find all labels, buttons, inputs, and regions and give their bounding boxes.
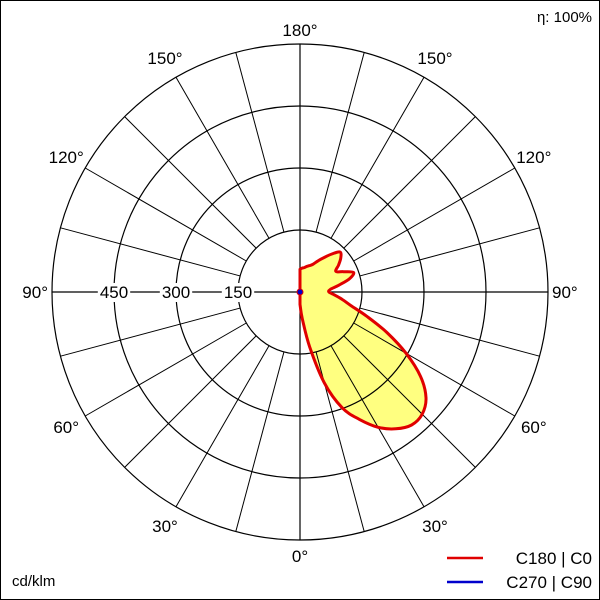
angle-label: 60° — [521, 418, 547, 437]
radial-tick-label: 150 — [224, 283, 252, 302]
grid-spoke — [235, 351, 285, 532]
unit-label: cd/klm — [12, 573, 55, 590]
grid-spoke — [175, 345, 270, 508]
angle-labels: 180° 150° 150° 120° 120° 90° 90° 60° 60° 30° 30° 0° — [22, 21, 577, 566]
angle-label: 30° — [422, 517, 448, 536]
radial-label-bg — [159, 283, 193, 302]
angle-label: 90° — [22, 283, 48, 302]
grid-spoke — [175, 76, 270, 239]
efficiency-label: η: 100% — [537, 9, 592, 26]
legend-label-c90: C270 | C90 — [506, 573, 592, 592]
angle-label: 150° — [417, 49, 452, 68]
grid-spoke — [359, 227, 540, 277]
radial-labels: 150 300 450 — [97, 283, 255, 302]
angle-label: 180° — [282, 21, 317, 40]
radial-label-bg — [221, 283, 255, 302]
grid-spoke — [84, 322, 247, 417]
radial-label-bg — [97, 283, 131, 302]
grid-spoke — [235, 52, 285, 233]
grid-spoke — [124, 335, 257, 468]
angle-label: 0° — [292, 547, 308, 566]
radial-tick-label: 300 — [162, 283, 190, 302]
radial-tick-label: 450 — [100, 283, 128, 302]
grid-spoke — [60, 307, 241, 357]
grid-spoke — [330, 76, 425, 239]
grid-spoke — [359, 307, 540, 357]
angle-label: 30° — [152, 517, 178, 536]
center-point — [296, 288, 304, 296]
light-distribution-fill — [300, 251, 427, 429]
curve-c180-c0 — [298, 250, 428, 431]
angle-label: 150° — [147, 49, 182, 68]
angle-label: 60° — [53, 418, 79, 437]
angle-label: 120° — [516, 148, 551, 167]
grid-spoke — [124, 116, 257, 249]
grid-spoke — [84, 167, 247, 262]
grid-spoke — [60, 227, 241, 277]
grid-spoke — [315, 52, 365, 233]
angle-label: 90° — [552, 283, 578, 302]
grid-spoke — [343, 335, 427, 429]
grid-spoke — [343, 116, 476, 249]
grid-spoke — [353, 167, 516, 262]
angle-label: 120° — [49, 148, 84, 167]
legend: C180 | C0 C270 | C90 — [447, 549, 592, 592]
legend-label-c0: C180 | C0 — [516, 549, 592, 568]
grid-spoke — [353, 322, 427, 417]
